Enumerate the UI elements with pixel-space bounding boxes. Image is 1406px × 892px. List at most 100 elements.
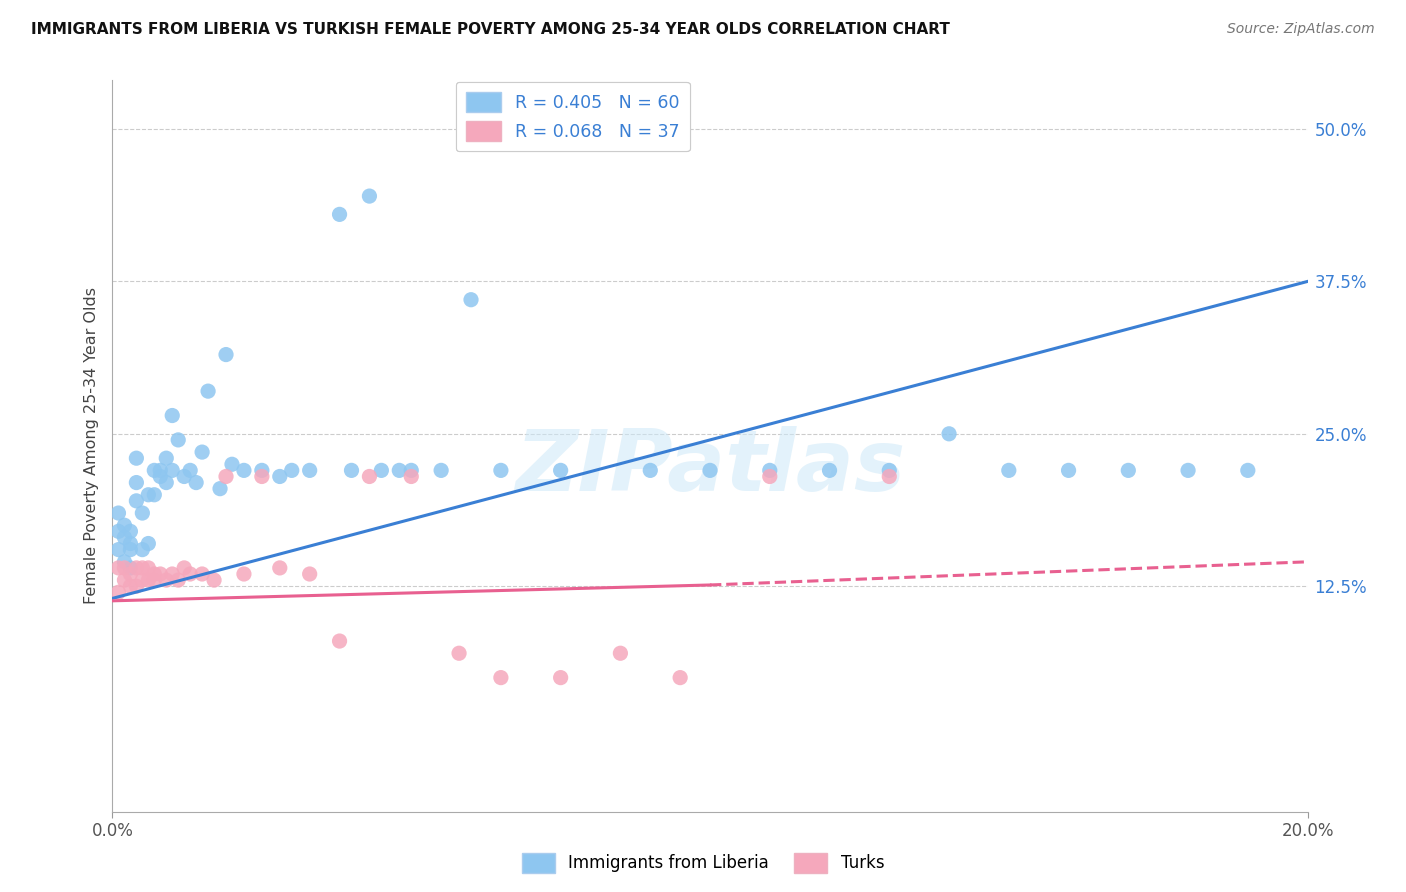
Point bbox=[221, 457, 243, 471]
Point bbox=[107, 506, 129, 520]
Point bbox=[186, 475, 208, 490]
Point bbox=[340, 463, 363, 477]
Point bbox=[401, 463, 423, 477]
Point bbox=[998, 463, 1021, 477]
Point bbox=[114, 573, 135, 587]
Point bbox=[191, 567, 214, 582]
Point bbox=[162, 409, 183, 423]
Point bbox=[138, 573, 160, 587]
Point bbox=[179, 463, 201, 477]
Point bbox=[197, 384, 219, 399]
Point bbox=[640, 463, 662, 477]
Point bbox=[179, 567, 201, 582]
Point bbox=[131, 506, 153, 520]
Point bbox=[550, 463, 572, 477]
Point bbox=[162, 463, 183, 477]
Point bbox=[938, 426, 960, 441]
Point bbox=[1237, 463, 1260, 477]
Point bbox=[131, 573, 153, 587]
Point bbox=[173, 561, 195, 575]
Point bbox=[131, 561, 153, 575]
Text: IMMIGRANTS FROM LIBERIA VS TURKISH FEMALE POVERTY AMONG 25-34 YEAR OLDS CORRELAT: IMMIGRANTS FROM LIBERIA VS TURKISH FEMAL… bbox=[31, 22, 950, 37]
Point bbox=[107, 561, 129, 575]
Point bbox=[489, 671, 512, 685]
Point bbox=[759, 469, 782, 483]
Point bbox=[202, 573, 225, 587]
Point bbox=[209, 482, 232, 496]
Point bbox=[818, 463, 841, 477]
Point bbox=[298, 463, 321, 477]
Point bbox=[215, 348, 238, 362]
Point bbox=[281, 463, 304, 477]
Point bbox=[120, 524, 142, 539]
Point bbox=[149, 463, 172, 477]
Point bbox=[143, 567, 166, 582]
Point bbox=[114, 555, 135, 569]
Point bbox=[269, 561, 291, 575]
Point bbox=[125, 475, 148, 490]
Point bbox=[669, 671, 692, 685]
Point bbox=[155, 451, 177, 466]
Point bbox=[114, 561, 135, 575]
Point bbox=[162, 567, 183, 582]
Point bbox=[125, 451, 148, 466]
Point bbox=[699, 463, 721, 477]
Text: ZIPatlas: ZIPatlas bbox=[515, 426, 905, 509]
Point bbox=[550, 671, 572, 685]
Point bbox=[233, 567, 256, 582]
Point bbox=[233, 463, 256, 477]
Point bbox=[131, 542, 153, 557]
Point bbox=[388, 463, 411, 477]
Point bbox=[143, 573, 166, 587]
Point bbox=[138, 536, 160, 550]
Point bbox=[250, 469, 273, 483]
Point bbox=[107, 585, 129, 599]
Point bbox=[155, 475, 177, 490]
Point bbox=[149, 469, 172, 483]
Point bbox=[120, 567, 142, 582]
Text: Source: ZipAtlas.com: Source: ZipAtlas.com bbox=[1227, 22, 1375, 37]
Point bbox=[430, 463, 453, 477]
Point bbox=[1057, 463, 1080, 477]
Point bbox=[167, 433, 190, 447]
Point bbox=[359, 469, 381, 483]
Point bbox=[155, 573, 177, 587]
Point bbox=[1118, 463, 1140, 477]
Point bbox=[143, 488, 166, 502]
Point bbox=[114, 518, 135, 533]
Y-axis label: Female Poverty Among 25-34 Year Olds: Female Poverty Among 25-34 Year Olds bbox=[83, 287, 98, 605]
Point bbox=[173, 469, 195, 483]
Point bbox=[107, 524, 129, 539]
Point bbox=[114, 530, 135, 544]
Point bbox=[401, 469, 423, 483]
Point bbox=[120, 536, 142, 550]
Point bbox=[120, 579, 142, 593]
Legend: R = 0.405   N = 60, R = 0.068   N = 37: R = 0.405 N = 60, R = 0.068 N = 37 bbox=[456, 82, 689, 152]
Point bbox=[138, 561, 160, 575]
Point bbox=[125, 561, 148, 575]
Point bbox=[879, 463, 901, 477]
Point bbox=[609, 646, 631, 660]
Point bbox=[215, 469, 238, 483]
Point bbox=[759, 463, 782, 477]
Point bbox=[359, 189, 381, 203]
Point bbox=[298, 567, 321, 582]
Point bbox=[149, 567, 172, 582]
Point bbox=[269, 469, 291, 483]
Point bbox=[489, 463, 512, 477]
Point bbox=[879, 469, 901, 483]
Point bbox=[329, 634, 352, 648]
Point bbox=[120, 561, 142, 575]
Point bbox=[460, 293, 482, 307]
Point bbox=[125, 494, 148, 508]
Legend: Immigrants from Liberia, Turks: Immigrants from Liberia, Turks bbox=[515, 847, 891, 880]
Point bbox=[370, 463, 392, 477]
Point bbox=[191, 445, 214, 459]
Point bbox=[167, 573, 190, 587]
Point bbox=[250, 463, 273, 477]
Point bbox=[449, 646, 471, 660]
Point bbox=[120, 542, 142, 557]
Point bbox=[107, 542, 129, 557]
Point bbox=[1177, 463, 1199, 477]
Point bbox=[138, 488, 160, 502]
